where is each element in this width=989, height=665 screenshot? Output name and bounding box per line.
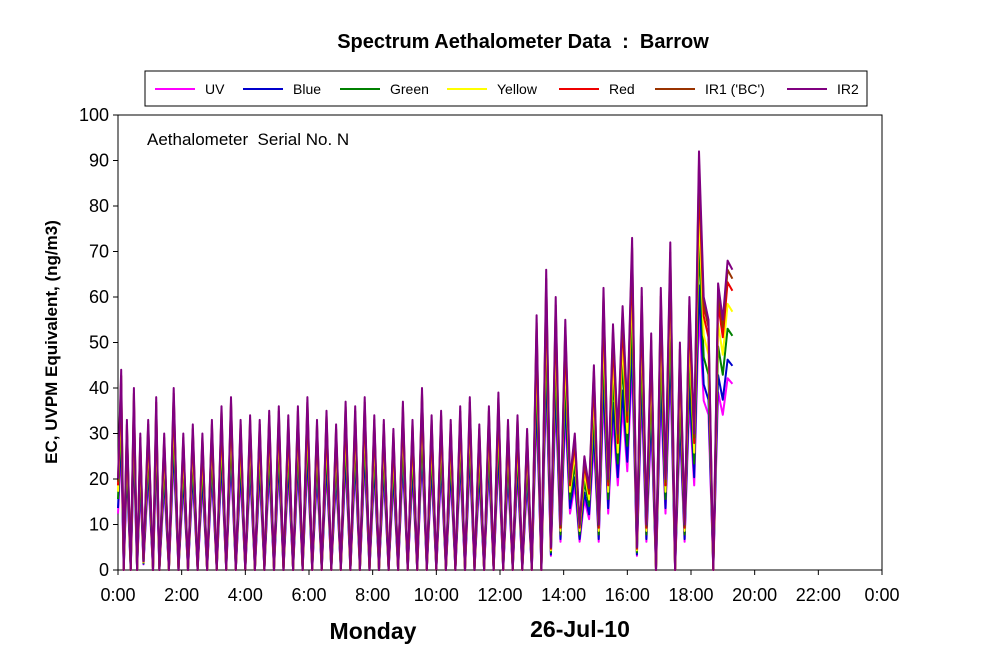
y-tick-label: 20 [89,469,109,489]
y-tick-label: 10 [89,515,109,535]
x-tick-label: 12:00 [477,585,522,605]
x-tick-label: 20:00 [732,585,777,605]
chart-title: Spectrum Aethalometer Data : Barrow [337,31,709,53]
y-tick-label: 50 [89,333,109,353]
footer-day: Monday [330,618,417,644]
legend-label: UV [205,81,225,97]
x-tick-label: 0:00 [864,585,899,605]
x-tick-label: 6:00 [291,585,326,605]
y-tick-label: 30 [89,424,109,444]
x-tick-label: 2:00 [164,585,199,605]
legend-label: IR2 [837,81,859,97]
footer-date: 26-Jul-10 [530,616,630,642]
y-tick-label: 100 [79,105,109,125]
y-axis-label: EC, UVPM Equivalent, (ng/m3) [42,220,61,464]
y-tick-label: 70 [89,242,109,262]
x-tick-label: 22:00 [796,585,841,605]
legend-label: Blue [293,81,321,97]
y-tick-label: 90 [89,151,109,171]
x-tick-label: 0:00 [100,585,135,605]
y-tick-label: 60 [89,287,109,307]
serial-annotation: Aethalometer Serial No. N [147,130,349,149]
legend-label: IR1 ('BC') [705,81,765,97]
y-tick-label: 0 [99,560,109,580]
x-tick-label: 16:00 [605,585,650,605]
y-tick-label: 80 [89,196,109,216]
x-tick-label: 10:00 [414,585,459,605]
x-tick-label: 8:00 [355,585,390,605]
x-tick-label: 4:00 [228,585,263,605]
series-group [117,150,734,571]
x-tick-label: 14:00 [541,585,586,605]
legend-label: Yellow [497,81,538,97]
y-tick-label: 40 [89,378,109,398]
series-line-ir2 [117,150,734,571]
x-tick-label: 18:00 [668,585,713,605]
legend-label: Red [609,81,635,97]
y-axis: 0 10 20 30 40 50 60 70 80 90 100 [79,105,118,580]
legend-label: Green [390,81,429,97]
x-axis: 0:00 2:00 4:00 6:00 8:00 10:00 12:00 14:00 16:00… [100,570,900,605]
legend: UV Blue Green Yellow Red IR1 ('BC') IR2 [155,81,859,97]
